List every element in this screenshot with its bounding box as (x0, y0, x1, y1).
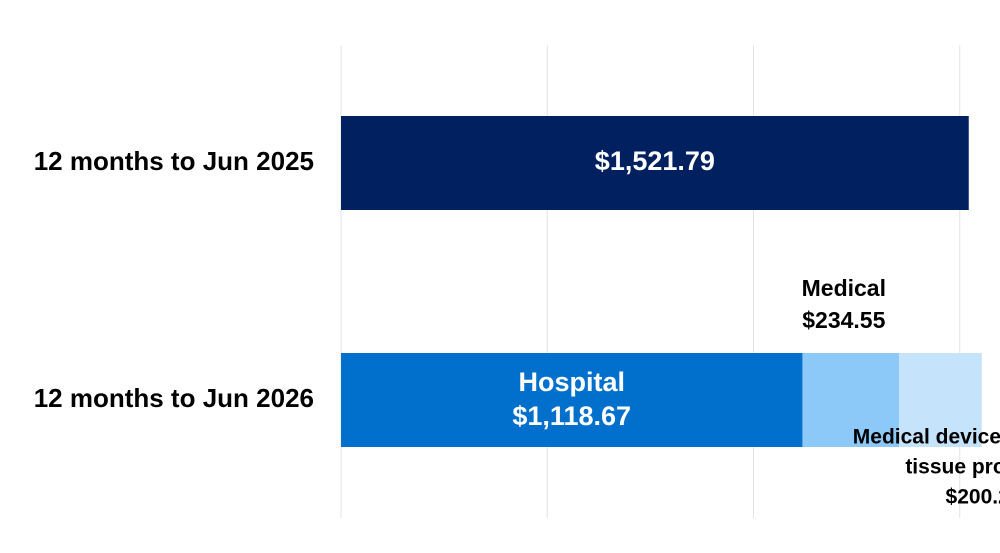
bar-1-2 (802, 353, 900, 447)
series-name-medical-devices-line-1: tissue products (905, 456, 1000, 479)
category-label-0: 12 months to Jun 2025 (34, 146, 314, 176)
category-label-1: 12 months to Jun 2026 (34, 383, 314, 413)
series-name-medical-devices-line-0: Medical devices or human (853, 426, 1000, 449)
series-name-medical: Medical (802, 275, 886, 301)
data-label-hospital: $1,118.67 (512, 401, 631, 431)
bars (341, 116, 982, 447)
series-name-hospital: Hospital (518, 367, 625, 397)
data-label-medical-devices: $200.26 (946, 486, 1000, 509)
bar-0-0 (341, 116, 969, 210)
data-label-medical: $234.55 (802, 307, 885, 333)
bar-1-3 (899, 353, 982, 447)
data-label-2025-total: $1,521.79 (595, 146, 715, 176)
labels: 12 months to Jun 2025 12 months to Jun 20… (34, 146, 1000, 509)
bar-1-1 (341, 353, 803, 447)
